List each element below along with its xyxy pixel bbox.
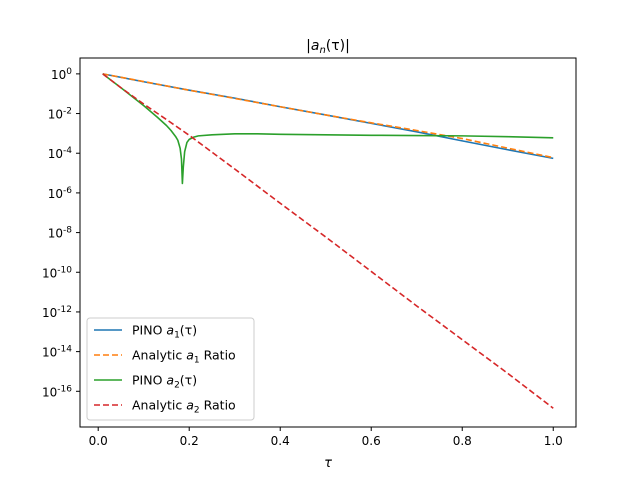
plot-lines <box>102 73 554 409</box>
y-tick-label: 10-6 <box>48 186 73 201</box>
series-line-2 <box>102 73 554 159</box>
y-tick-label: 10-12 <box>42 305 72 320</box>
y-tick-label: 10-8 <box>48 226 73 241</box>
y-tick-label: 10-2 <box>48 107 72 122</box>
legend-label-3: PINO a2(τ) <box>132 373 197 391</box>
y-tick-label: 10-4 <box>48 146 73 161</box>
x-axis-label: τ <box>324 456 332 471</box>
plot-frame <box>79 57 577 428</box>
legend-label-2: Analytic a1 Ratio <box>132 348 236 366</box>
legend-label-1: PINO a1(τ) <box>132 323 197 341</box>
x-tick-label: 0.4 <box>271 434 290 448</box>
chart-title: |an(τ)| <box>306 38 350 56</box>
x-tick-label: 0.2 <box>180 434 199 448</box>
y-tick-label: 100 <box>51 67 72 82</box>
legend-label-4: Analytic a2 Ratio <box>132 398 236 416</box>
y-tick-label: 10-10 <box>42 265 72 280</box>
x-tick-label: 0.6 <box>362 434 381 448</box>
x-tick-label: 0.0 <box>89 434 108 448</box>
series-line-3 <box>102 73 554 185</box>
series-line-4 <box>102 73 554 409</box>
x-axis: 0.0 0.2 0.4 0.6 0.8 1.0 <box>89 427 563 448</box>
y-axis: 100 10-2 10-4 10-6 10-8 10-10 10-12 10-14 10-16 <box>42 67 80 399</box>
x-tick-label: 0.8 <box>453 434 472 448</box>
legend-box <box>86 317 255 421</box>
y-tick-label: 10-14 <box>42 345 72 360</box>
chart-title-arg: (τ)| <box>326 38 350 54</box>
x-tick-label: 1.0 <box>544 434 563 448</box>
chart-title-sub: n <box>319 45 325 56</box>
chart-title-open: | <box>306 38 311 54</box>
legend: PINO a1(τ) Analytic a1 Ratio PINO a2(τ) Ana… <box>86 317 255 421</box>
chart-title-var: a <box>311 38 320 54</box>
y-tick-label: 10-16 <box>42 384 72 399</box>
